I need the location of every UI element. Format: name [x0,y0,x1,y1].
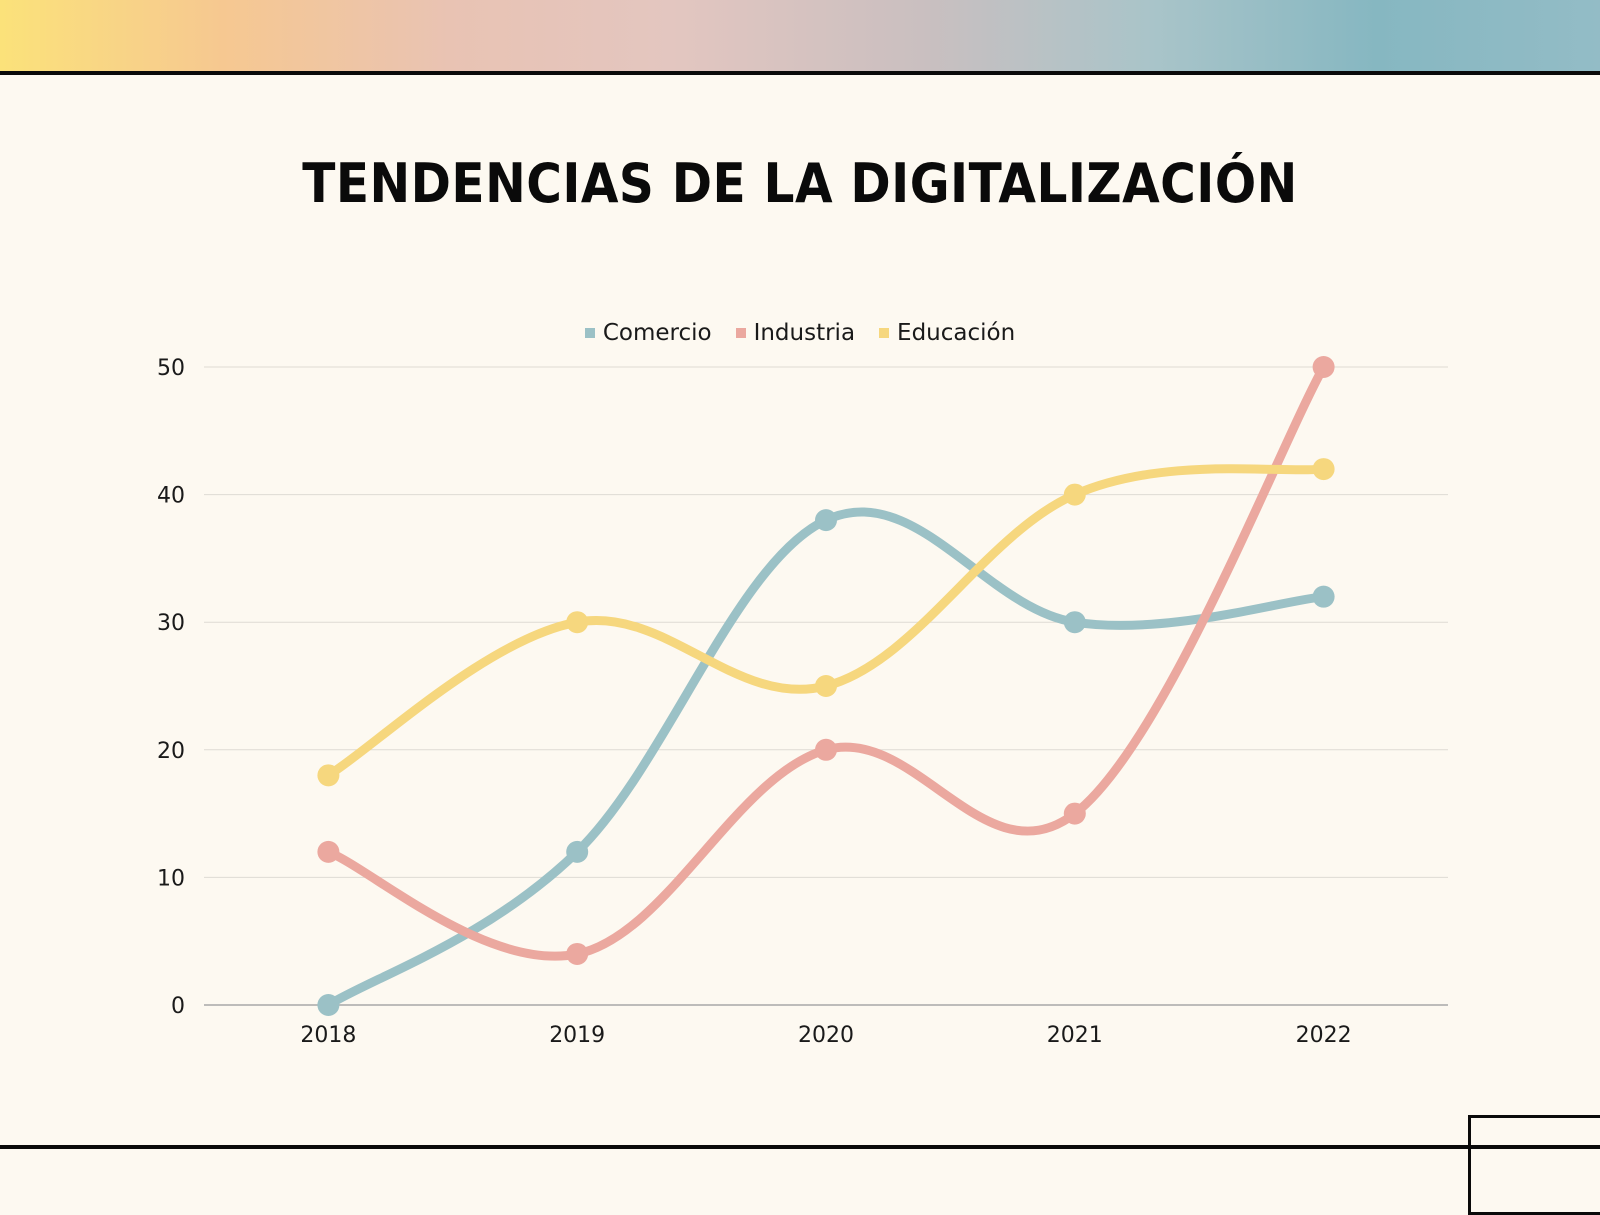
data-point-educacion [317,764,340,787]
y-tick-label: 0 [171,994,185,1019]
legend-label-comercio: Comercio [602,320,712,346]
decorative-gradient-band [0,0,1600,72]
y-tick-label: 50 [157,356,185,381]
chart-title: TENDENCIAS DE LA DIGITALIZACIÓN [302,152,1298,215]
data-point-educacion [566,611,589,634]
y-tick-label: 20 [157,739,185,764]
y-tick-label: 10 [157,866,185,891]
data-point-industria [566,942,589,965]
legend-swatch-educacion [879,328,890,338]
series-line-comercio [323,507,1329,1010]
top-divider [0,71,1600,75]
x-tick-label: 2022 [1296,1023,1352,1048]
legend-swatch-industria [735,328,746,338]
data-point-educacion [1312,458,1335,481]
legend-item-industria: Industria [735,320,856,346]
data-point-comercio [815,509,837,532]
decorative-corner-box [1468,1115,1600,1215]
series-line-industria [323,362,1329,961]
x-tick-label: 2021 [1047,1023,1103,1048]
x-tick-label: 2020 [798,1023,854,1048]
data-point-industria [815,738,837,761]
legend-label-industria: Industria [753,320,856,346]
legend-swatch-comercio [584,328,595,338]
legend-item-educacion: Educación [879,320,1015,346]
data-point-industria [1312,356,1335,378]
x-tick-label: 2018 [300,1023,356,1048]
y-tick-label: 30 [157,611,185,636]
x-tick-label: 2019 [549,1023,605,1048]
data-point-comercio [1063,611,1086,634]
data-point-industria [317,840,340,863]
data-point-comercio [566,840,589,863]
data-point-industria [1063,802,1086,825]
chart-legend: Comercio Industria Educación [0,320,1600,346]
data-point-comercio [317,994,340,1016]
legend-label-educacion: Educación [897,320,1016,346]
bottom-divider [0,1145,1600,1149]
legend-item-comercio: Comercio [584,320,712,346]
data-point-educacion [815,675,837,697]
data-point-comercio [1312,585,1335,608]
y-tick-label: 40 [157,484,185,509]
data-point-educacion [1063,483,1086,506]
